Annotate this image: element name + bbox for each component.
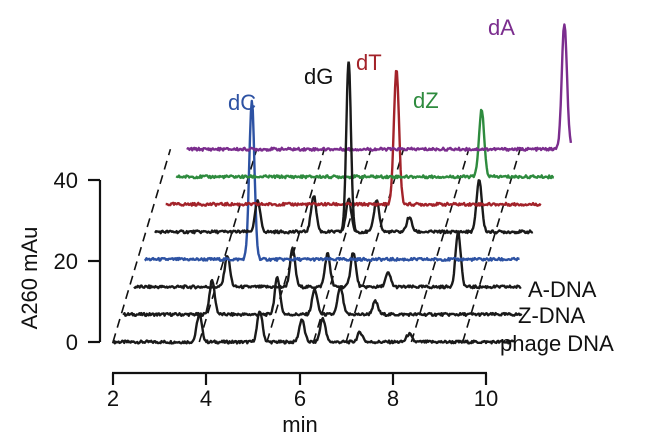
stack-guide-line [461, 148, 521, 343]
trace-a-dna [133, 231, 522, 290]
x-tick-label-10: 10 [474, 386, 498, 411]
trace-phage-dna [111, 310, 515, 345]
peak-label-dt: dT [356, 50, 382, 75]
stack-guides [112, 148, 521, 343]
peak-label-da: dA [488, 15, 515, 40]
stack-guide-line [345, 148, 405, 343]
peak-label-dc: dC [228, 90, 256, 115]
traces [111, 23, 573, 345]
trace-label-z-dna: Z-DNA [518, 303, 586, 328]
trace-mix [154, 179, 534, 235]
x-tick-label-2: 2 [107, 386, 119, 411]
x-tick-label-8: 8 [387, 386, 399, 411]
peak-label-dg: dG [304, 64, 333, 89]
stack-guide-line [112, 148, 172, 343]
trace-dz [175, 108, 555, 180]
trace-z-dna [122, 276, 523, 318]
stack-guide-line [312, 148, 372, 343]
x-tick-label-6: 6 [294, 386, 306, 411]
y-tick-label-20: 20 [54, 249, 78, 274]
stack-guide-line [410, 148, 470, 343]
x-tick-label-4: 4 [200, 386, 212, 411]
trace-dc [144, 99, 520, 262]
trace-dg-peak [339, 61, 359, 233]
x-axis-label: min [282, 412, 317, 437]
y-axis-label: A260 mAu [17, 227, 42, 330]
stack-guide-line [266, 148, 326, 343]
y-tick-label-40: 40 [54, 168, 78, 193]
peak-label-dz: dZ [413, 88, 439, 113]
trace-label-a-dna: A-DNA [528, 277, 597, 302]
trace-da [186, 23, 573, 152]
axes: 0 20 40 2 4 6 8 10 min A260 mAu [17, 168, 498, 437]
y-tick-label-0: 0 [66, 330, 78, 355]
trace-label-phage-dna: phage DNA [500, 331, 614, 356]
stack-guide-line [198, 148, 258, 343]
